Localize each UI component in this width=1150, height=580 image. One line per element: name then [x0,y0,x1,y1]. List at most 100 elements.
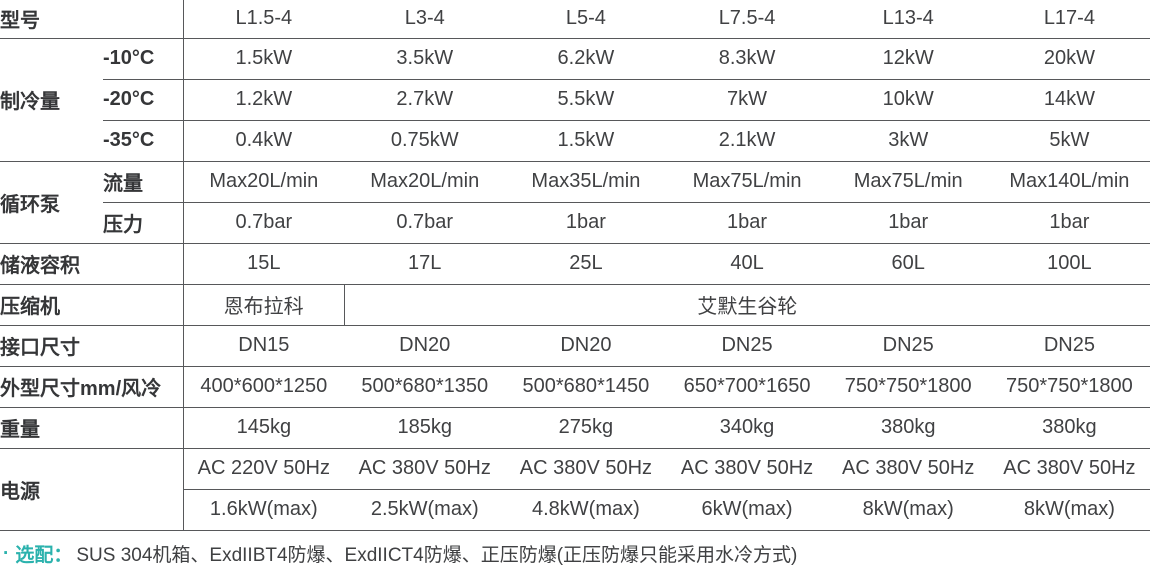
row-label-compressor: 压缩机 [0,284,183,326]
spec-cell: 1.6kW(max) [182,489,345,531]
row-label-circulation-pump: 循环泵 [0,161,103,244]
table-row-power-voltage: 电源 AC 220V 50Hz AC 380V 50Hz AC 380V 50H… [0,448,1150,531]
spec-cell: AC 220V 50Hz [182,448,345,490]
row-label-power: 电源 [0,448,183,531]
spec-cell: DN25 [666,325,828,367]
model-name: L1.5-4 [182,0,345,39]
spec-cell: 100L [988,243,1150,285]
spec-cell: 0.7bar [344,202,506,244]
spec-cell: 1bar [988,202,1150,244]
spec-cell: 5kW [988,120,1150,162]
spec-cell: 275kg [505,407,667,449]
spec-cell: 3.5kW [344,38,506,80]
spec-cell: 2.1kW [666,120,828,162]
model-name: L13-4 [827,0,989,39]
spec-cell: 4.8kW(max) [505,489,667,531]
table-row-tank: 储液容积 15L 17L 25L 40L 60L 100L [0,243,1150,285]
sub-label-temp: -10°C [103,38,183,80]
options-footnote: · 选配： SUS 304机箱、ExdIIBT4防爆、ExdIICT4防爆、正压… [0,531,1150,577]
spec-cell: 1.5kW [505,120,667,162]
spec-cell: 2.7kW [344,79,506,121]
spec-cell: 145kg [182,407,345,449]
spec-cell: 25L [505,243,667,285]
spec-cell: AC 380V 50Hz [988,448,1150,490]
row-label-dimensions: 外型尺寸mm/风冷 [0,366,183,408]
spec-cell: Max75L/min [827,161,989,203]
table-row-cooling-20: -20°C 1.2kW 2.7kW 5.5kW 7kW 10kW 14kW [0,79,1150,121]
spec-cell: DN20 [344,325,506,367]
spec-cell: 500*680*1350 [344,366,506,408]
spec-cell: Max20L/min [344,161,506,203]
spec-cell: 7kW [666,79,828,121]
sub-label-flow: 流量 [103,161,183,203]
table-row-cooling-35: -35°C 0.4kW 0.75kW 1.5kW 2.1kW 3kW 5kW [0,120,1150,162]
footnote-label: 选配： [15,545,73,566]
table-row-compressor: 压缩机 恩布拉科 艾默生谷轮 [0,284,1150,326]
table-row-weight: 重量 145kg 185kg 275kg 340kg 380kg 380kg [0,407,1150,449]
row-label-port-size: 接口尺寸 [0,325,183,367]
row-label-tank-volume: 储液容积 [0,243,183,285]
spec-cell: 17L [344,243,506,285]
spec-cell: 6.2kW [505,38,667,80]
spec-cell: 1bar [666,202,828,244]
row-label-weight: 重量 [0,407,183,449]
spec-cell: 3kW [827,120,989,162]
spec-cell: Max35L/min [505,161,667,203]
footnote-bullet: · [3,542,10,564]
spec-cell: 750*750*1800 [988,366,1150,408]
spec-cell: AC 380V 50Hz [505,448,667,490]
spec-cell: 1bar [505,202,667,244]
spec-cell: 8kW(max) [827,489,989,531]
model-name: L17-4 [988,0,1150,39]
row-label-cooling-capacity: 制冷量 [0,38,103,162]
spec-cell: DN15 [182,325,345,367]
row-label-model: 型号 [0,0,183,39]
spec-cell: AC 380V 50Hz [827,448,989,490]
spec-cell: Max140L/min [988,161,1150,203]
spec-cell: Max75L/min [666,161,828,203]
spec-cell: 8kW(max) [988,489,1150,531]
spec-cell: 1bar [827,202,989,244]
spec-cell: 500*680*1450 [505,366,667,408]
spec-cell: 40L [666,243,828,285]
spec-cell: Max20L/min [182,161,345,203]
table-row-pump-flow: 循环泵 流量 Max20L/min Max20L/min Max35L/min … [0,161,1150,244]
spec-cell: 8.3kW [666,38,828,80]
spec-table: 型号 L1.5-4 L3-4 L5-4 L7.5-4 L13-4 L17-4 制… [0,0,1150,531]
spec-cell: 20kW [988,38,1150,80]
spec-cell: 0.75kW [344,120,506,162]
spec-cell: DN25 [988,325,1150,367]
spec-cell: 0.7bar [182,202,345,244]
spec-cell: 650*700*1650 [666,366,828,408]
spec-cell: 380kg [827,407,989,449]
spec-cell: 5.5kW [505,79,667,121]
spec-cell: 380kg [988,407,1150,449]
model-name: L3-4 [344,0,506,39]
spec-cell: 6kW(max) [666,489,828,531]
compressor-brand-first: 恩布拉科 [182,284,345,326]
table-row-cooling-10: 制冷量 -10°C 1.5kW 3.5kW 6.2kW 8.3kW 12kW 2… [0,38,1150,162]
spec-cell: DN25 [827,325,989,367]
spec-cell: DN20 [505,325,667,367]
compressor-brand-merged: 艾默生谷轮 [344,284,1150,326]
spec-cell: 12kW [827,38,989,80]
spec-cell: 1.5kW [182,38,345,80]
table-row-dimensions: 外型尺寸mm/风冷 400*600*1250 500*680*1350 500*… [0,366,1150,408]
spec-cell: 750*750*1800 [827,366,989,408]
spec-cell: 14kW [988,79,1150,121]
spec-cell: 10kW [827,79,989,121]
table-row-power-max: 1.6kW(max) 2.5kW(max) 4.8kW(max) 6kW(max… [0,489,1150,531]
spec-cell: 0.4kW [182,120,345,162]
spec-cell: 2.5kW(max) [344,489,506,531]
spec-cell: 60L [827,243,989,285]
spec-cell: AC 380V 50Hz [344,448,506,490]
table-row-model: 型号 L1.5-4 L3-4 L5-4 L7.5-4 L13-4 L17-4 [0,0,1150,39]
spec-cell: 340kg [666,407,828,449]
sub-label-temp: -35°C [103,120,183,162]
spec-cell: 185kg [344,407,506,449]
model-name: L7.5-4 [666,0,828,39]
sub-label-pressure: 压力 [103,202,183,244]
spec-cell: 15L [182,243,345,285]
table-row-pump-pressure: 压力 0.7bar 0.7bar 1bar 1bar 1bar 1bar [0,202,1150,244]
